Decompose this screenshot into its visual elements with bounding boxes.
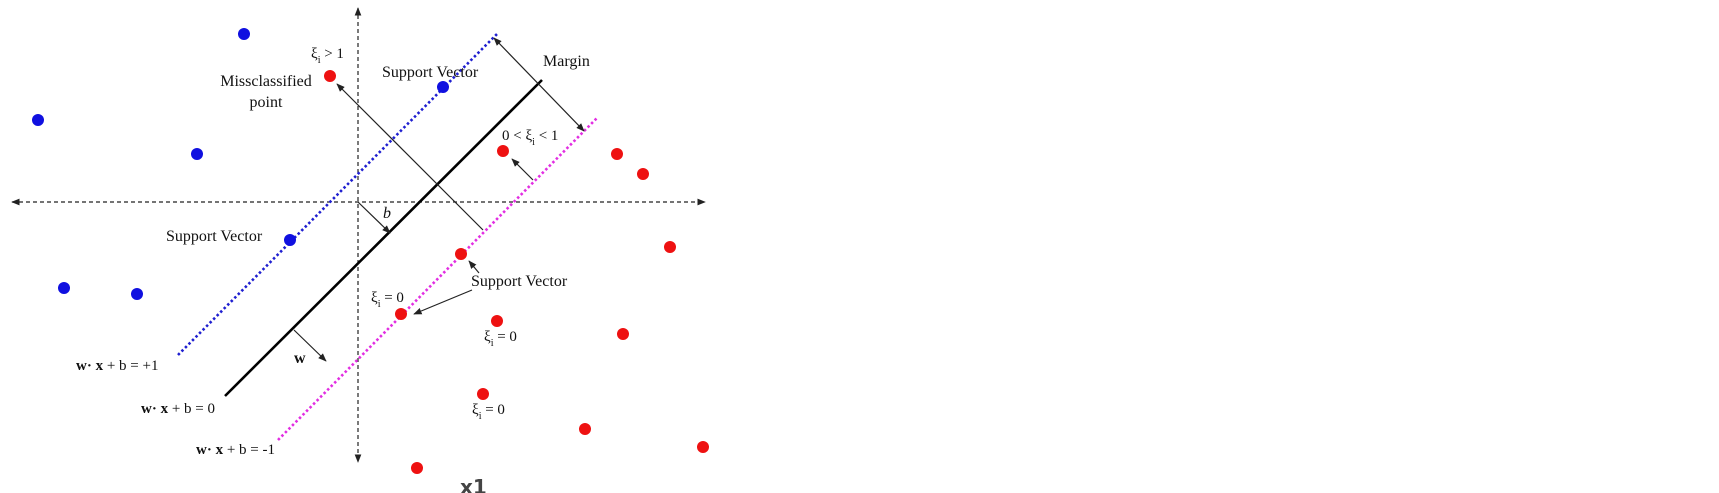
blue-point bbox=[58, 282, 70, 294]
red-point bbox=[491, 315, 503, 327]
slack-arrow-inside-margin bbox=[511, 158, 534, 181]
blue-point bbox=[131, 288, 143, 300]
cutoff-axis-glyph: x1 bbox=[460, 475, 487, 493]
margin-violation-point bbox=[497, 145, 509, 157]
misclassified-label-line2: point bbox=[250, 94, 283, 111]
slack-label-greater-than-one: ξi > 1 bbox=[311, 46, 344, 66]
slack-label-zero-2: ξi = 0 bbox=[484, 329, 517, 349]
support-vector-pointer-lower bbox=[413, 289, 473, 315]
equation-hyperplane: w· x + b = 0 bbox=[141, 401, 215, 417]
bias-label: b bbox=[383, 205, 391, 222]
red-point bbox=[637, 168, 649, 180]
class-negative-points bbox=[324, 70, 709, 474]
equation-positive-margin: w· x + b = +1 bbox=[76, 358, 158, 374]
bias-arrow bbox=[357, 201, 391, 234]
negative-margin-line bbox=[277, 117, 598, 441]
support-vector-blue-top bbox=[437, 81, 449, 93]
support-vector-label-right: Support Vector bbox=[471, 273, 568, 290]
slack-label-zero-1: ξi = 0 bbox=[371, 290, 404, 310]
red-point bbox=[611, 148, 623, 160]
margin-label: Margin bbox=[543, 53, 590, 70]
red-point bbox=[477, 388, 489, 400]
support-vector-blue-left bbox=[284, 234, 296, 246]
slack-label-between: 0 < ξi < 1 bbox=[502, 128, 558, 148]
red-point bbox=[411, 462, 423, 474]
weight-label: w bbox=[294, 350, 306, 367]
blue-point bbox=[32, 114, 44, 126]
weight-arrow bbox=[293, 329, 327, 362]
slack-arrow-misclassified bbox=[336, 83, 484, 231]
misclassified-point bbox=[324, 70, 336, 82]
equation-negative-margin: w· x + b = -1 bbox=[196, 442, 275, 458]
support-vector-label-top: Support Vector bbox=[382, 64, 479, 81]
red-point bbox=[617, 328, 629, 340]
margin-arrow bbox=[493, 37, 585, 132]
support-vector-pointer-upper bbox=[468, 260, 480, 274]
slack-label-zero-3: ξi = 0 bbox=[472, 402, 505, 422]
blue-point bbox=[191, 148, 203, 160]
support-vector-red-upper bbox=[455, 248, 467, 260]
blue-point bbox=[238, 28, 250, 40]
support-vector-label-left: Support Vector bbox=[166, 228, 263, 245]
class-positive-points bbox=[32, 28, 449, 300]
red-point bbox=[664, 241, 676, 253]
red-point bbox=[579, 423, 591, 435]
support-vector-red-lower bbox=[395, 308, 407, 320]
decision-hyperplane bbox=[224, 79, 543, 397]
red-point bbox=[697, 441, 709, 453]
misclassified-label-line1: Missclassified bbox=[220, 73, 312, 90]
